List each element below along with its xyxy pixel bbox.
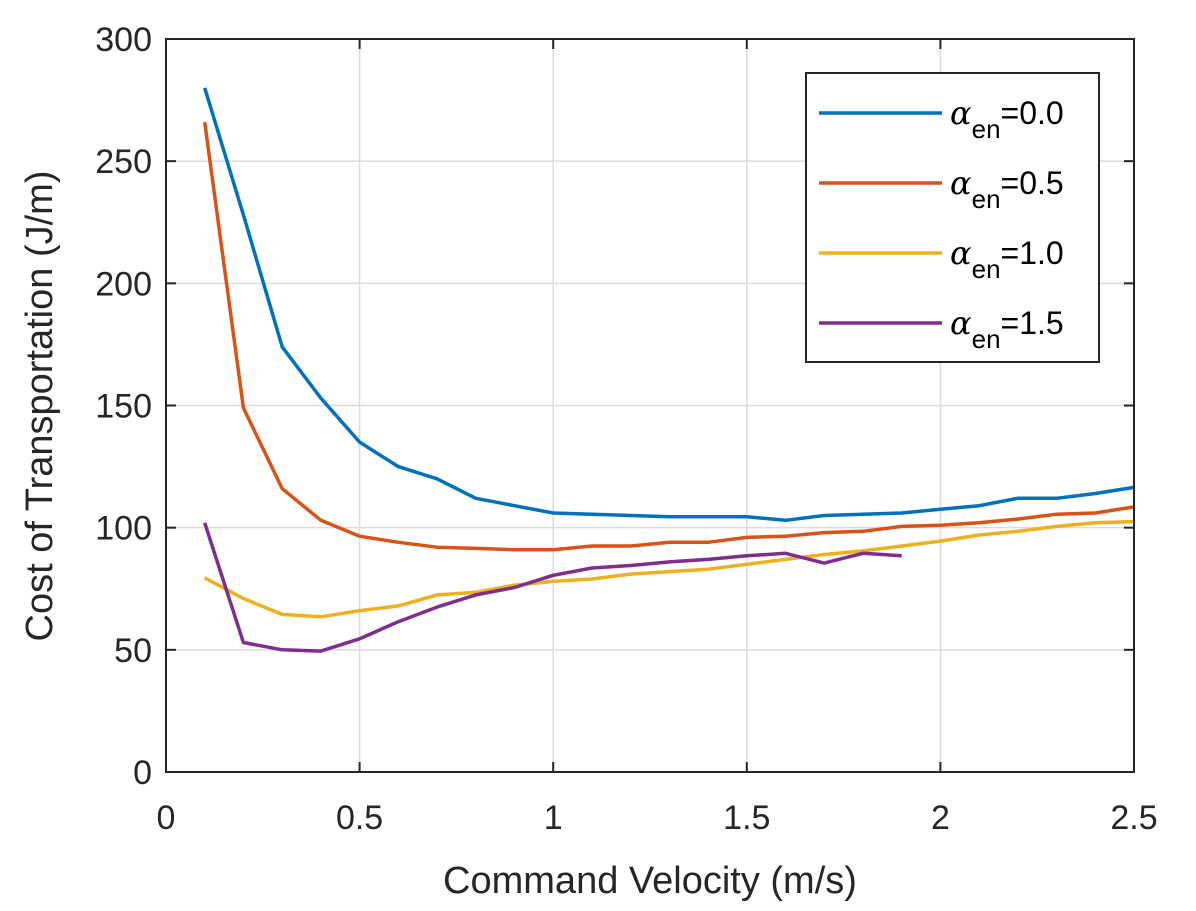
legend-value: =0.5 [1001,165,1064,201]
series-line-2 [202,121,1135,552]
y-tick-label: 150 [95,388,152,426]
x-axis-title: Command Velocity (m/s) [443,860,857,902]
y-axis-title: Cost of Transportation (J/m) [19,171,61,642]
x-tick-label: 0.5 [336,799,383,837]
x-tick-label: 1.5 [723,799,770,837]
legend-label: αen=1.0 [950,234,1064,284]
x-tick-label: 2 [931,799,950,837]
y-tick-label: 250 [95,143,152,181]
x-tick-labels: 0 0.5 1 1.5 2 2.5 [157,799,1158,837]
y-tick-label: 300 [95,21,152,59]
legend-entry-2: αen=0.5 [819,164,1064,214]
legend-subscript: en [972,254,1001,284]
legend-entry-1: αen=0.0 [819,94,1064,144]
legend-label: αen=0.5 [950,164,1064,214]
series-line-1 [203,87,1135,523]
legend-value: =0.0 [1001,95,1064,131]
legend-value: =1.0 [1001,235,1064,271]
x-tick-label: 0 [157,799,176,837]
y-tick-label: 0 [133,754,152,792]
y-tick-label: 100 [95,510,152,548]
legend-alpha-symbol: α [950,164,972,202]
legend-entry-4: αen=1.5 [819,304,1064,354]
legend-subscript: en [972,184,1001,214]
x-tick-label: 1 [544,799,563,837]
y-tick-label: 200 [95,265,152,303]
legend-subscript: en [972,324,1001,354]
legend-subscript: en [972,114,1001,144]
axis-ticks [165,38,1135,773]
legend-label: αen=1.5 [950,304,1064,354]
legend-entry-3: αen=1.0 [819,234,1064,284]
x-tick-label: 2.5 [1110,799,1157,837]
series-lines [202,87,1135,653]
y-tick-labels: 0 50 100 150 200 250 300 [95,21,152,792]
legend-label: αen=0.0 [950,94,1064,144]
legend-box [805,72,1100,363]
series-line-4 [203,522,902,653]
y-tick-label: 50 [114,632,152,670]
legend-value: =1.5 [1001,305,1064,341]
legend-alpha-symbol: α [950,304,972,342]
series-line-3 [203,519,1135,619]
legend-alpha-symbol: α [950,94,972,132]
legend-alpha-symbol: α [950,234,972,272]
